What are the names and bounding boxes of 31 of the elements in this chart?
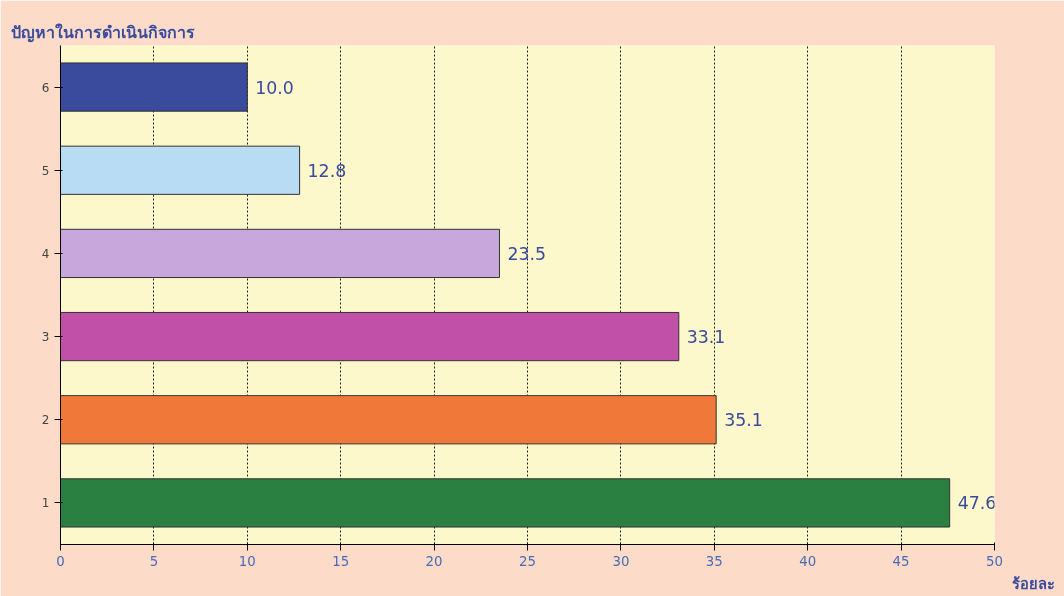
x-tick-label: 25 <box>519 553 536 569</box>
y-tick-label: 6 <box>41 80 50 95</box>
x-tick-label: 10 <box>238 553 256 569</box>
data-label: 12.8 <box>307 160 347 181</box>
bar <box>60 478 951 528</box>
x-tick-label: 50 <box>986 553 1003 569</box>
y-axis-title: ปัญหาในการดำเนินกิจการ <box>10 22 195 43</box>
data-label: 23.5 <box>507 243 547 264</box>
x-tick-label: 15 <box>332 553 350 569</box>
bar <box>60 311 680 362</box>
data-label: 10.0 <box>255 77 294 98</box>
data-label: 33.1 <box>686 327 726 348</box>
x-tick-label: 0 <box>56 553 65 569</box>
x-tick-label: 40 <box>799 553 817 569</box>
bar <box>60 395 717 445</box>
y-tick-label: 5 <box>41 163 50 178</box>
y-tick-label: 1 <box>41 496 50 511</box>
x-tick-label: 45 <box>892 553 910 569</box>
x-tick-label: 35 <box>705 553 723 569</box>
bar <box>60 145 301 195</box>
bar <box>60 228 500 279</box>
data-label: 47.6 <box>957 493 997 514</box>
x-tick-label: 30 <box>612 553 630 569</box>
x-tick-label: 20 <box>425 553 443 569</box>
y-tick-label: 3 <box>41 330 50 345</box>
x-tick-label: 5 <box>149 553 159 569</box>
data-label: 35.1 <box>724 410 763 431</box>
bar <box>60 62 248 112</box>
x-axis-title: ร้อยละ <box>1011 575 1055 592</box>
y-tick-label: 4 <box>41 246 50 261</box>
y-tick-label: 2 <box>41 413 50 428</box>
